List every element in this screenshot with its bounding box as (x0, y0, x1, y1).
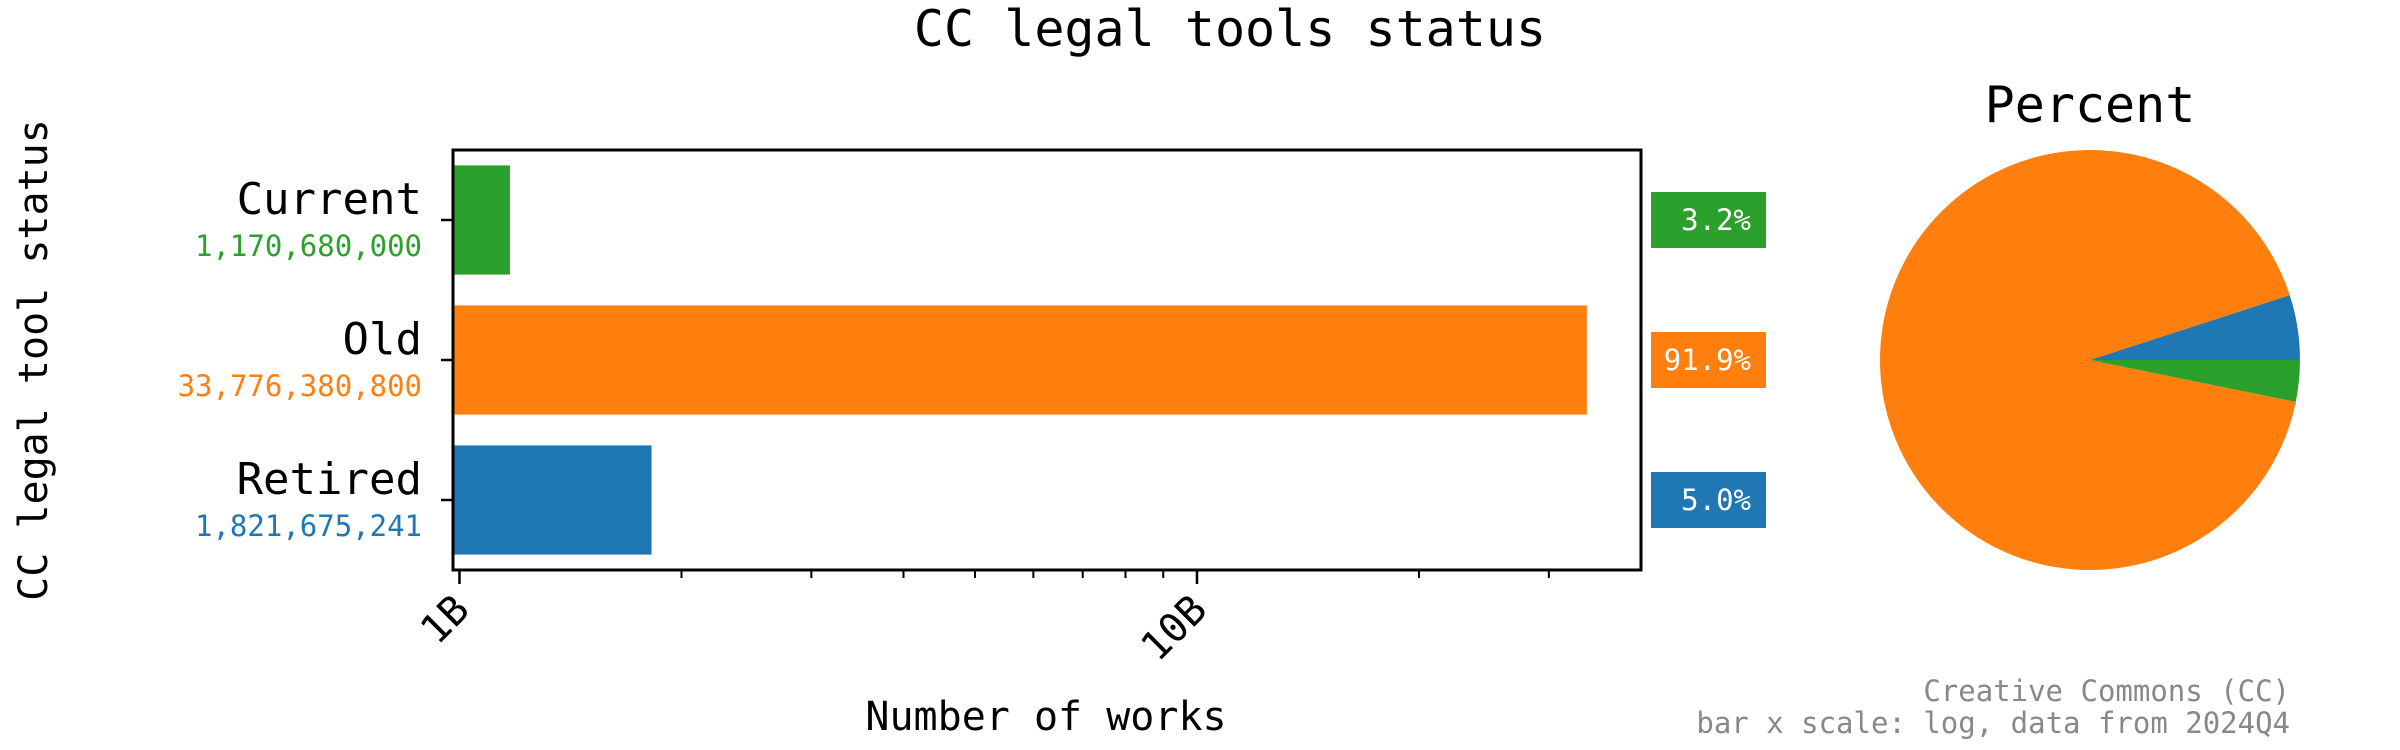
bar-current (453, 165, 510, 275)
pie-title: Percent (1985, 76, 2196, 134)
y-categories-layer: Current 1,170,680,000 Old 33,776,380,800 Ret… (178, 174, 453, 543)
bar-old (453, 305, 1587, 415)
percent-label-current: 3.2% (1681, 203, 1751, 237)
bar-retired (453, 445, 652, 555)
value-label-current: 1,170,680,000 (195, 229, 422, 263)
y-tick-label-old: Old (343, 314, 422, 365)
percent-badge-old (1651, 332, 1766, 388)
percent-label-retired: 5.0% (1681, 483, 1751, 517)
pie-slice-current (2090, 360, 2300, 402)
x-ticks-layer: 1B 10B (412, 570, 1550, 671)
y-tick-label-current: Current (237, 174, 422, 225)
percent-badges-layer: 3.2% 91.9% 5.0% (1651, 192, 1766, 528)
percent-badge-current (1651, 192, 1766, 248)
y-axis-label: CC legal tool status (11, 119, 57, 601)
pie-layer (1880, 150, 2300, 571)
bars-layer (453, 165, 1587, 555)
x-tick-label: 10B (1132, 587, 1216, 671)
x-axis-label: Number of works (865, 694, 1226, 740)
pie-slice-retired (2090, 295, 2300, 360)
x-tick-label: 1B (412, 587, 479, 654)
value-label-old: 33,776,380,800 (178, 369, 422, 403)
percent-badge-retired (1651, 472, 1766, 528)
pie-slice-old (1880, 150, 2296, 571)
footer-note: bar x scale: log, data from 2024Q4 (1696, 706, 2290, 740)
chart-title: CC legal tools status (914, 0, 1546, 58)
y-tick-label-retired: Retired (237, 454, 422, 505)
bar-axes-frame (451, 148, 1643, 572)
percent-label-old: 91.9% (1664, 343, 1751, 377)
value-label-retired: 1,821,675,241 (195, 509, 422, 543)
footer-credit: Creative Commons (CC) (1923, 674, 2290, 708)
